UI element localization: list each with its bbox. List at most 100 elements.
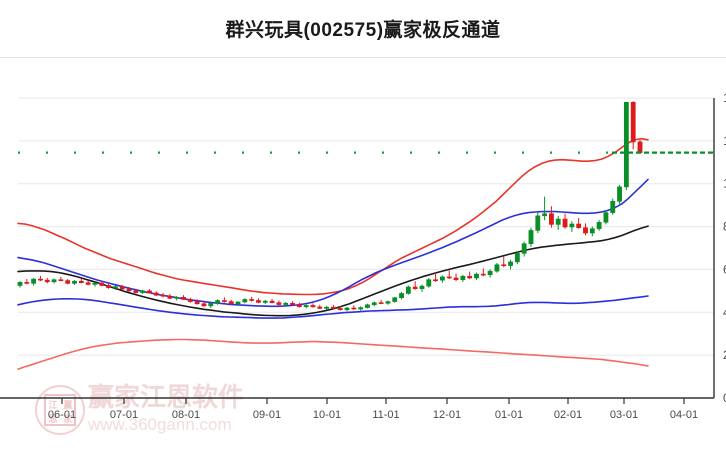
x-tick-label: 07-01 <box>110 409 138 421</box>
seal-ring <box>35 385 85 435</box>
candle-body <box>99 282 105 286</box>
seal-box <box>44 394 76 426</box>
candle-body <box>38 278 43 281</box>
y-tick-label: 8 <box>723 220 726 234</box>
candle-body <box>344 307 350 311</box>
candle-body <box>215 300 220 304</box>
candle-body <box>201 303 207 307</box>
candle-body <box>419 285 425 290</box>
seal-char: 恩 <box>48 414 57 424</box>
candle-body <box>501 264 507 267</box>
y-tick-label: 14 <box>723 91 726 105</box>
watermark-url: www.360gann.com <box>87 415 232 434</box>
y-axis-tick-labels: 0 2 4 6 8 10 12 14 <box>723 91 726 405</box>
candle-body <box>337 308 343 311</box>
candle-body <box>330 306 336 309</box>
candle-body <box>310 305 316 308</box>
x-tick-label: 11-01 <box>372 409 399 421</box>
candle-body <box>181 296 186 300</box>
candle-body <box>106 285 111 288</box>
candle-body <box>140 290 146 293</box>
y-tick-label: 10 <box>723 177 726 191</box>
candle-body <box>562 218 568 228</box>
candle-body <box>358 307 364 310</box>
candle-body <box>44 279 50 283</box>
candle-body <box>392 297 398 302</box>
candle-body <box>440 276 445 281</box>
candle-body <box>542 213 548 217</box>
chart-title-bar: 群兴玩具(002575)赢家极反通道 <box>0 0 726 58</box>
watermark-brand: 赢家江恩软件 <box>88 382 244 412</box>
seal-char: 赢 <box>63 399 72 410</box>
candle-body <box>405 286 411 294</box>
x-tick-label: 01-01 <box>495 409 523 421</box>
candle-body <box>235 301 241 305</box>
candle-body <box>453 277 459 281</box>
series-upper-red-band <box>17 137 649 296</box>
axes <box>0 98 715 399</box>
candle-body <box>521 243 527 254</box>
candle-body <box>528 230 534 245</box>
candle-body <box>446 276 452 279</box>
x-tick-label: 12-01 <box>433 409 461 421</box>
candle-body <box>378 302 384 304</box>
candle-body <box>303 305 309 308</box>
candle-body <box>276 302 282 305</box>
candle-body <box>467 275 473 279</box>
candle-body <box>549 213 554 225</box>
candle-body <box>17 281 23 286</box>
candle-body <box>221 300 227 302</box>
candlestick-series <box>17 101 643 312</box>
candle-body <box>249 299 255 301</box>
seal-char: 江 <box>48 399 57 410</box>
candle-body <box>194 301 200 305</box>
y-tick-label: 0 <box>723 391 726 405</box>
candle-body <box>290 302 295 306</box>
candle-body <box>24 281 30 284</box>
candle-body <box>147 290 152 294</box>
x-tick-label: 09-01 <box>253 409 281 421</box>
candle-body <box>535 215 541 231</box>
candle-body <box>256 300 261 303</box>
candle-body <box>78 280 84 284</box>
candle-body <box>119 286 125 290</box>
candle-body <box>630 101 636 143</box>
candle-body <box>72 280 77 284</box>
candle-body <box>514 253 520 263</box>
candle-body <box>317 306 323 309</box>
x-tick-label: 02-01 <box>554 409 582 421</box>
candle-body <box>126 288 132 292</box>
candle-body <box>412 286 418 290</box>
seal-char: 家 <box>63 413 73 424</box>
channel-bands <box>17 137 649 370</box>
candle-body <box>85 282 91 285</box>
candle-body <box>187 299 193 302</box>
candle-body <box>51 279 57 283</box>
candle-body <box>399 293 404 299</box>
candle-body <box>583 227 588 234</box>
candle-body <box>637 141 643 153</box>
candle-body <box>603 212 609 223</box>
candle-body <box>92 282 98 285</box>
x-tick-label: 10-01 <box>313 409 341 421</box>
candle-body <box>58 279 64 282</box>
candle-body <box>112 286 118 288</box>
y-tick-label: 6 <box>723 262 726 276</box>
candle-body <box>228 301 234 305</box>
candle-body <box>385 301 391 304</box>
candle-body <box>242 299 248 303</box>
candle-body <box>460 275 466 281</box>
candle-body <box>494 264 500 272</box>
candle-body <box>65 280 71 284</box>
y-tick-label: 12 <box>723 134 726 148</box>
candle-body <box>508 261 513 266</box>
candle-body <box>576 223 582 228</box>
candle-body <box>569 223 575 228</box>
candle-body <box>133 290 139 293</box>
candle-body <box>324 306 330 309</box>
candle-body <box>208 302 214 307</box>
candle-body <box>351 307 357 310</box>
